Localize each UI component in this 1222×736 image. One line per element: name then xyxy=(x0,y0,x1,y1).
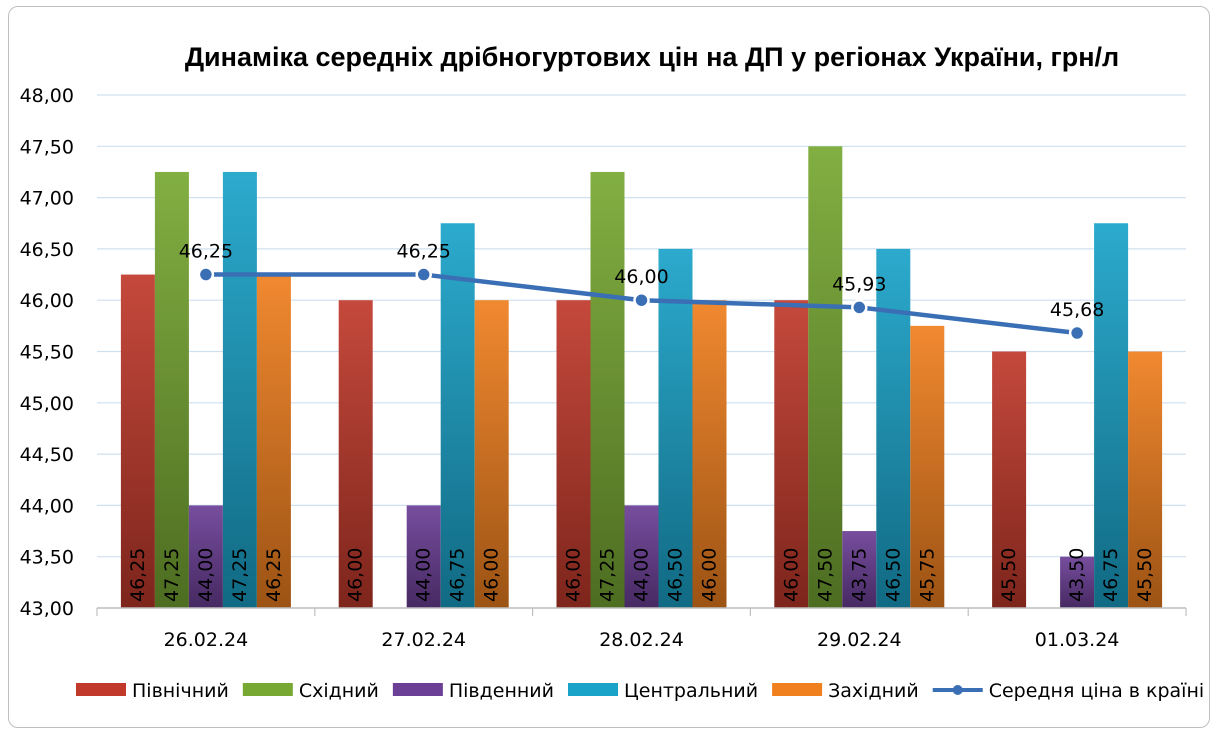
legend-label: Середня ціна в країні xyxy=(989,680,1204,702)
bar-value-label: 45,75 xyxy=(916,548,938,602)
bar-Східний xyxy=(590,171,625,608)
bar-value-label: 46,00 xyxy=(563,548,585,602)
average-price-point xyxy=(1068,324,1086,342)
bar-Західний xyxy=(692,300,727,608)
bar-Південний xyxy=(842,531,877,608)
legend-swatch xyxy=(568,683,618,696)
average-price-label: 45,93 xyxy=(832,273,886,295)
bar-value-label: 47,25 xyxy=(161,548,183,602)
bar-Західний xyxy=(1128,351,1163,608)
chart-title: Динаміка середніх дрібногуртових цін на … xyxy=(185,42,1119,72)
bar-value-label: 46,00 xyxy=(345,548,367,602)
bar-value-label: 46,00 xyxy=(699,548,721,602)
average-line: 46,25 46,25 46,00 45,93 45,68 xyxy=(179,241,1104,342)
bar-Центральний xyxy=(1094,223,1129,608)
bar-Північний xyxy=(338,300,373,608)
x-category-label: 26.02.24 xyxy=(164,629,249,651)
legend-label: Центральний xyxy=(624,680,758,702)
bar-Південний xyxy=(624,505,659,608)
legend-label: Західний xyxy=(828,680,919,702)
bars: 46,25 46,00 46,00 46,00 45,50 47,25 47,25 47,50… xyxy=(120,146,1163,609)
legend-swatch xyxy=(76,683,126,696)
bar-value-label: 43,50 xyxy=(1066,548,1088,602)
y-axis-ticks: 43,00 43,50 44,00 44,50 45,00 45,50 46,00 46,50… xyxy=(20,85,74,620)
legend-item: Східний xyxy=(242,680,379,702)
bar-value-label: 47,25 xyxy=(229,548,251,602)
average-price-label: 45,68 xyxy=(1050,299,1104,321)
bar-value-label: 45,50 xyxy=(1134,548,1156,602)
bar-Північний xyxy=(120,274,155,608)
bar-Північний xyxy=(556,300,591,608)
legend-item: Західний xyxy=(772,680,919,702)
y-tick-label: 43,00 xyxy=(20,598,74,620)
bar-value-label: 47,50 xyxy=(814,548,836,602)
bar-Західний xyxy=(910,325,945,608)
bar-Південний xyxy=(188,505,223,608)
average-price-label: 46,00 xyxy=(614,266,668,288)
y-tick-label: 46,00 xyxy=(20,290,74,312)
bar-Східний xyxy=(808,146,843,609)
bar-Східний xyxy=(154,171,189,608)
legend-label: Південний xyxy=(449,680,554,702)
y-tick-label: 47,00 xyxy=(20,188,74,210)
bar-Південний xyxy=(1060,556,1095,608)
y-tick-label: 44,00 xyxy=(20,495,74,517)
y-tick-label: 45,50 xyxy=(20,342,74,364)
bar-Західний xyxy=(256,274,291,608)
legend-item: Середня ціна в країні xyxy=(932,680,1204,702)
x-axis-categories: 26.02.24 27.02.24 28.02.24 29.02.24 01.03.24 xyxy=(164,629,1120,651)
bar-value-label: 46,00 xyxy=(481,548,503,602)
average-price-point xyxy=(415,266,432,283)
legend-swatch xyxy=(772,683,823,696)
bar-Західний xyxy=(474,300,509,608)
legend-label: Північний xyxy=(132,680,229,702)
bar-value-label: 45,50 xyxy=(998,548,1020,602)
x-category-label: 29.02.24 xyxy=(817,629,902,651)
x-category-label: 28.02.24 xyxy=(599,629,684,651)
average-price-point xyxy=(197,266,215,283)
bar-value-label: 46,25 xyxy=(127,548,149,602)
bar-value-label: 46,00 xyxy=(780,548,802,602)
legend-label: Східний xyxy=(299,680,379,702)
bar-Північний xyxy=(992,351,1027,608)
y-tick-label: 47,50 xyxy=(20,136,74,158)
bar-value-label: 44,00 xyxy=(631,548,653,602)
average-price-point xyxy=(851,299,868,316)
y-tick-label: 48,00 xyxy=(20,85,74,107)
bar-Центральний xyxy=(222,171,257,608)
bar-value-label: 46,50 xyxy=(665,548,687,602)
legend-item: Південний xyxy=(392,680,554,702)
average-price-label: 46,25 xyxy=(179,241,233,263)
legend-marker xyxy=(952,685,963,695)
bar-value-label: 47,25 xyxy=(597,548,619,602)
bar-Центральний xyxy=(658,248,693,608)
bar-value-label: 46,75 xyxy=(1100,548,1122,602)
x-category-label: 01.03.24 xyxy=(1035,629,1120,651)
y-tick-label: 45,00 xyxy=(20,393,74,415)
bar-value-label: 46,50 xyxy=(882,548,904,602)
bar-value-label: 46,75 xyxy=(447,548,469,602)
average-price-label: 46,25 xyxy=(396,241,450,263)
y-tick-label: 43,50 xyxy=(20,547,74,569)
bar-value-label: 43,75 xyxy=(848,548,870,602)
bar-value-label: 44,00 xyxy=(413,548,435,602)
bar-value-label: 46,25 xyxy=(263,548,285,602)
legend-item: Центральний xyxy=(568,680,758,702)
legend-swatch xyxy=(242,683,293,696)
y-tick-label: 46,50 xyxy=(20,239,74,261)
bar-Південний xyxy=(406,505,441,608)
legend: Північний Східний Південний Центральний Захі… xyxy=(76,680,1204,702)
x-axis xyxy=(96,607,1187,616)
average-price-point xyxy=(633,291,650,309)
x-category-label: 27.02.24 xyxy=(381,629,466,651)
y-tick-label: 44,50 xyxy=(20,444,74,466)
legend-item: Північний xyxy=(76,680,229,702)
bar-Північний xyxy=(774,300,809,608)
bar-value-label: 44,00 xyxy=(195,548,217,602)
legend-swatch xyxy=(392,683,443,696)
bar-Центральний xyxy=(440,223,475,608)
